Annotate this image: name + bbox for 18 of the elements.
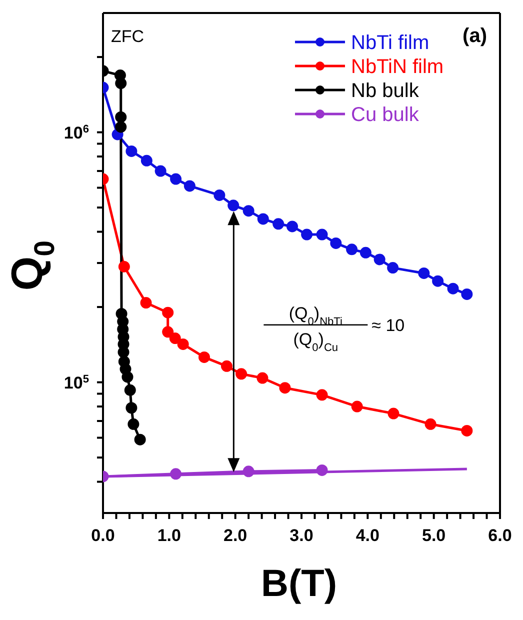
x-tick-label: 3.0: [290, 526, 314, 545]
x-axis-title: B(T): [261, 563, 337, 605]
x-tick-label: 1.0: [157, 526, 181, 545]
x-tick-label: 6.0: [488, 526, 512, 545]
x-tick-label: 2.0: [224, 526, 248, 545]
x-tick-label: 4.0: [356, 526, 380, 545]
legend-label: Nb bulk: [351, 80, 420, 102]
annotation: ≈ 10: [372, 316, 405, 335]
y-tick-label: 10$^{5}$: [64, 373, 89, 392]
annotation: (a): [462, 25, 487, 47]
legend-label: NbTi film: [351, 32, 430, 54]
x-tick-label: 0.0: [91, 526, 115, 545]
legend-label: Cu bulk: [351, 104, 420, 126]
annotation: ZFC: [111, 27, 144, 46]
legend-label: NbTiN film: [351, 56, 444, 78]
annotation: (Q$_{0}$)$_{Cu}$: [293, 330, 338, 354]
x-tick-label: 5.0: [422, 526, 446, 545]
y-tick-label: 10$^{6}$: [64, 123, 89, 142]
